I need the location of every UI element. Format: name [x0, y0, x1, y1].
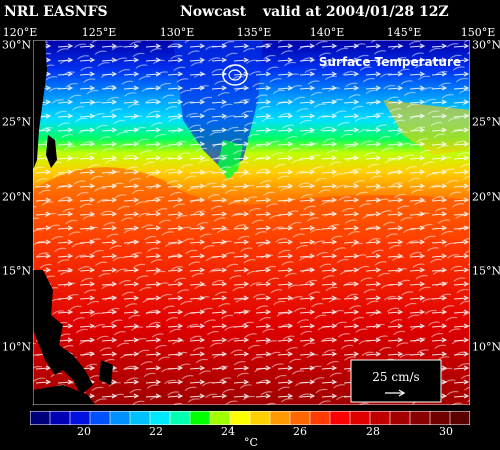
current-streaks — [33, 40, 470, 405]
colorbar-label-30: 30 — [439, 425, 453, 438]
samar — [99, 360, 113, 385]
lat-label-20n-left: 20°N — [2, 190, 32, 204]
colorbar-cell — [69, 411, 91, 425]
colorbar-label-20: 20 — [77, 425, 91, 438]
colorbar-cell — [209, 411, 231, 425]
mainland-china — [33, 40, 47, 170]
lat-label-15n-right: 15°N — [472, 264, 500, 278]
lat-label-30n-right: 30°N — [472, 38, 500, 52]
vector-legend — [350, 359, 442, 403]
lon-label-135e: 135°E — [236, 26, 272, 39]
lon-label-125e: 125°E — [81, 26, 117, 39]
lon-label-145e: 145°E — [386, 26, 422, 39]
colorbar-cell — [49, 411, 71, 425]
lat-label-25n-left: 25°N — [2, 115, 32, 129]
colorbar-cell — [289, 411, 311, 425]
colorbar-cell — [409, 411, 431, 425]
vector-legend-label: 25 cm/s — [372, 370, 419, 384]
lat-label-10n-right: 10°N — [472, 340, 500, 354]
colorbar — [30, 411, 470, 425]
colorbar-cell — [89, 411, 111, 425]
lon-label-130e: 130°E — [159, 26, 195, 39]
sst-map: Surface Temperature 25 cm/s — [33, 40, 470, 405]
product-type: Nowcast — [180, 4, 247, 20]
visayas — [33, 385, 95, 405]
colorbar-cell — [169, 411, 191, 425]
colorbar-label-22: 22 — [149, 425, 163, 438]
colorbar-label-26: 26 — [293, 425, 307, 438]
colorbar-cell — [329, 411, 351, 425]
colorbar-cell — [369, 411, 391, 425]
lat-label-30n-left: 30°N — [2, 38, 32, 52]
colorbar-cell — [149, 411, 171, 425]
colorbar-cell — [429, 411, 451, 425]
colorbar-cell — [449, 411, 470, 425]
lon-label-150e: 150°E — [460, 26, 496, 39]
model-name: NRL EASNFS — [4, 4, 108, 20]
colorbar-cell — [249, 411, 271, 425]
colorbar-cell — [269, 411, 291, 425]
colorbar-cell — [389, 411, 411, 425]
lon-label-120e: 120°E — [2, 26, 38, 39]
lat-label-15n-left: 15°N — [2, 264, 32, 278]
colorbar-cell — [309, 411, 331, 425]
lat-label-10n-left: 10°N — [2, 340, 32, 354]
eddy-ring — [222, 64, 248, 86]
lat-label-25n-right: 25°N — [472, 115, 500, 129]
lat-label-20n-right: 20°N — [472, 190, 500, 204]
colorbar-cell — [109, 411, 131, 425]
luzon — [33, 270, 93, 395]
colorbar-label-24: 24 — [221, 425, 235, 438]
colorbar-label-28: 28 — [366, 425, 380, 438]
colorbar-cell — [349, 411, 371, 425]
colorbar-unit: °C — [244, 436, 258, 449]
colorbar-cell — [30, 411, 51, 425]
colorbar-cell — [189, 411, 211, 425]
taiwan — [46, 135, 57, 168]
colorbar-cell — [129, 411, 151, 425]
map-title: Surface Temperature — [319, 55, 461, 69]
vector-legend-arrow — [385, 389, 406, 397]
valid-time: valid at 2004/01/28 12Z — [263, 4, 449, 20]
eddy-ring-inner — [228, 69, 242, 81]
lon-label-140e: 140°E — [309, 26, 345, 39]
colorbar-cell — [229, 411, 251, 425]
